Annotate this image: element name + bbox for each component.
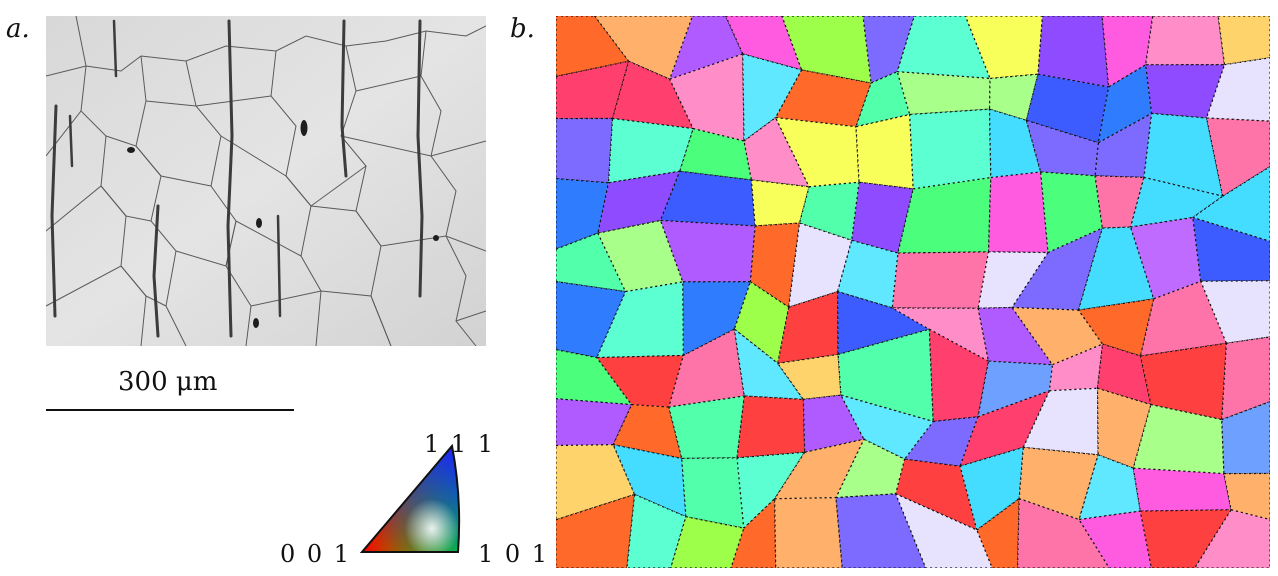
ipf-label-111: 1 1 1 [424,430,495,458]
grain [910,109,991,189]
scale-bar-label: 300 μm [118,367,217,397]
grain [892,252,988,308]
ipf-label-101: 1 0 1 [478,540,549,568]
grain [737,396,805,458]
grain-mosaic [556,16,1270,568]
grain [897,72,990,115]
grain [1146,16,1225,65]
panel-label-a: a. [6,14,30,44]
optical-micrograph [46,16,486,346]
grain [1133,468,1231,511]
grain [775,498,843,568]
ebsd-orientation-map [556,16,1270,568]
ipf-label-001: 0 0 1 [280,540,351,568]
scale-bar [46,409,294,411]
grain [669,396,744,458]
grain [556,118,613,182]
grain [751,180,809,226]
grain [856,115,913,189]
grain [989,172,1049,253]
grain [1218,16,1270,65]
panel-label-b: b. [510,14,535,44]
